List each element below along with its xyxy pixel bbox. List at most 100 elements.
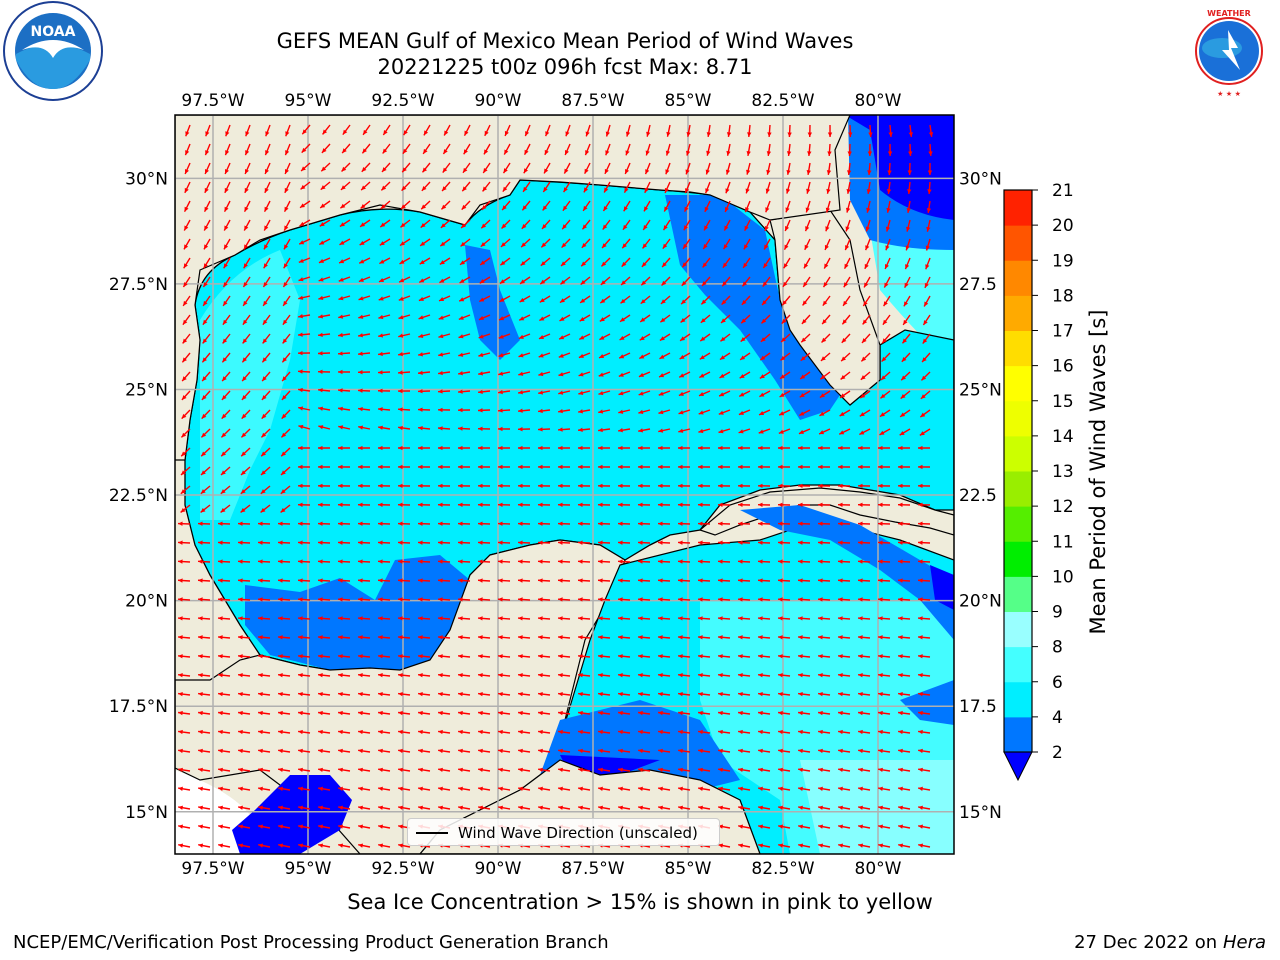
wind-arrow xyxy=(880,390,891,399)
wind-arrow xyxy=(603,181,611,193)
wind-arrow xyxy=(738,428,751,434)
wind-arrow xyxy=(400,219,411,228)
wind-arrow xyxy=(904,257,911,270)
wind-arrow xyxy=(741,276,751,287)
wind-arrow xyxy=(400,200,411,210)
wind-arrow xyxy=(557,483,571,489)
wind-arrow xyxy=(778,409,791,416)
wind-arrow xyxy=(238,824,251,829)
lon-tick-label-bottom: 82.5°W xyxy=(751,859,814,879)
wind-arrow xyxy=(204,162,211,175)
wind-arrow xyxy=(497,578,511,583)
wind-arrow xyxy=(837,540,851,545)
wind-arrow xyxy=(678,691,691,697)
wind-arrow xyxy=(838,767,851,773)
wind-arrow xyxy=(577,502,591,507)
wind-arrow xyxy=(377,597,391,602)
wind-arrow xyxy=(182,276,191,288)
wind-arrow xyxy=(798,409,811,417)
wind-arrow xyxy=(577,578,591,583)
wind-arrow xyxy=(357,559,371,564)
wind-arrow xyxy=(565,124,571,137)
wind-arrow xyxy=(762,276,771,287)
wind-arrow xyxy=(778,748,791,754)
wind-arrow xyxy=(859,390,871,399)
wind-arrow xyxy=(197,635,211,640)
wind-arrow xyxy=(761,295,771,306)
wind-arrow xyxy=(817,673,831,678)
wind-arrow xyxy=(498,389,511,395)
colorbar-segment xyxy=(1004,541,1032,577)
wind-arrow xyxy=(858,824,871,829)
wind-arrow xyxy=(578,786,591,791)
wind-arrow xyxy=(544,124,551,137)
wind-arrow xyxy=(463,124,471,136)
wind-arrow xyxy=(398,748,411,754)
wind-arrow xyxy=(741,295,751,306)
wind-arrow xyxy=(847,162,852,176)
lat-tick-label-right: 25°N xyxy=(959,380,1002,400)
wind-arrow xyxy=(379,257,391,265)
wind-arrow xyxy=(605,143,611,156)
wind-arrow xyxy=(817,483,831,489)
wind-arrow xyxy=(907,162,912,176)
wind-arrow xyxy=(240,485,251,495)
wind-arrow xyxy=(237,635,251,640)
wind-arrow xyxy=(783,238,791,250)
wind-arrow xyxy=(837,559,851,564)
wind-arrow xyxy=(744,200,751,213)
wind-arrow xyxy=(678,371,691,378)
chart-subtitle: 20221225 t00z 096h fcst Max: 8.71 xyxy=(377,55,753,79)
wind-arrow xyxy=(579,295,591,304)
wind-arrow xyxy=(557,578,571,583)
wind-arrow xyxy=(906,200,911,213)
wind-arrow xyxy=(499,295,511,303)
wind-arrow xyxy=(258,786,271,791)
wind-arrow xyxy=(786,162,791,175)
colorbar-segment xyxy=(1004,190,1032,226)
wind-arrow xyxy=(517,464,531,470)
wind-arrow xyxy=(183,238,191,250)
wind-arrow xyxy=(278,748,291,754)
wind-arrow xyxy=(378,314,391,320)
wind-arrow xyxy=(798,691,811,697)
wind-arrow xyxy=(804,219,811,232)
wind-arrow xyxy=(679,352,691,360)
wind-arrow xyxy=(377,559,391,564)
wind-arrow xyxy=(677,521,691,526)
wind-arrow xyxy=(697,673,711,678)
wind-arrow xyxy=(457,616,471,621)
wind-arrow xyxy=(737,654,751,659)
wind-arrow xyxy=(357,616,371,621)
wind-arrow xyxy=(618,805,631,810)
wind-arrow xyxy=(457,597,471,602)
colorbar-tick-label: 11 xyxy=(1052,532,1074,552)
wind-arrow xyxy=(846,181,851,194)
wind-arrow xyxy=(417,426,431,431)
wind-arrow xyxy=(917,540,931,545)
wind-arrow xyxy=(918,786,931,791)
wind-arrow xyxy=(457,389,471,394)
wind-arrow xyxy=(641,257,651,268)
wind-arrow xyxy=(538,333,551,340)
wind-arrow xyxy=(297,597,311,602)
wind-arrow xyxy=(580,276,591,286)
wind-arrow xyxy=(598,748,611,754)
wind-arrow xyxy=(242,295,251,307)
wind-arrow xyxy=(442,143,451,155)
wind-arrow xyxy=(817,559,831,564)
wind-arrow xyxy=(863,276,871,288)
wind-arrow xyxy=(617,483,631,489)
wind-arrow xyxy=(657,635,671,640)
wind-arrow xyxy=(478,786,491,791)
wind-arrow xyxy=(757,502,771,507)
wind-arrow xyxy=(241,371,251,382)
wind-arrow xyxy=(338,805,351,810)
wind-arrow xyxy=(737,483,751,489)
wind-arrow xyxy=(901,352,911,363)
wind-arrow xyxy=(597,445,611,451)
wind-arrow xyxy=(477,502,491,507)
wind-arrow xyxy=(825,200,831,213)
wind-arrow xyxy=(878,805,891,810)
wind-arrow xyxy=(183,200,191,213)
